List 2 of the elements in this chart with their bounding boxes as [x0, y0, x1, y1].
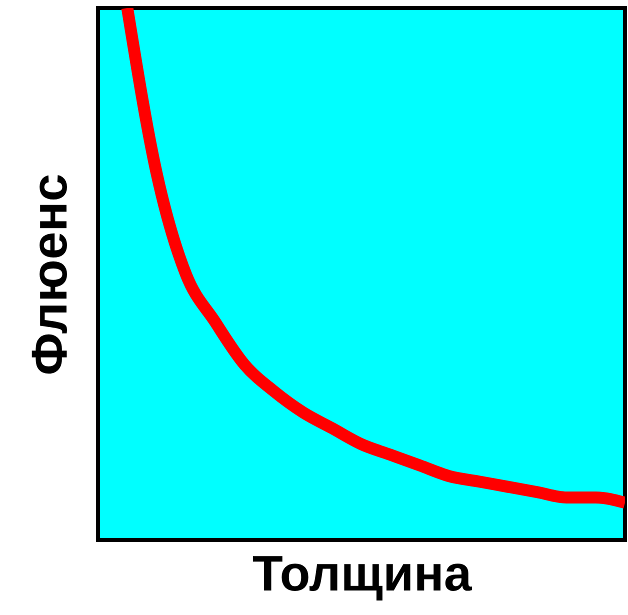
x-axis-title: Толщина — [252, 546, 473, 602]
y-axis-title: Флюенс — [22, 174, 78, 376]
